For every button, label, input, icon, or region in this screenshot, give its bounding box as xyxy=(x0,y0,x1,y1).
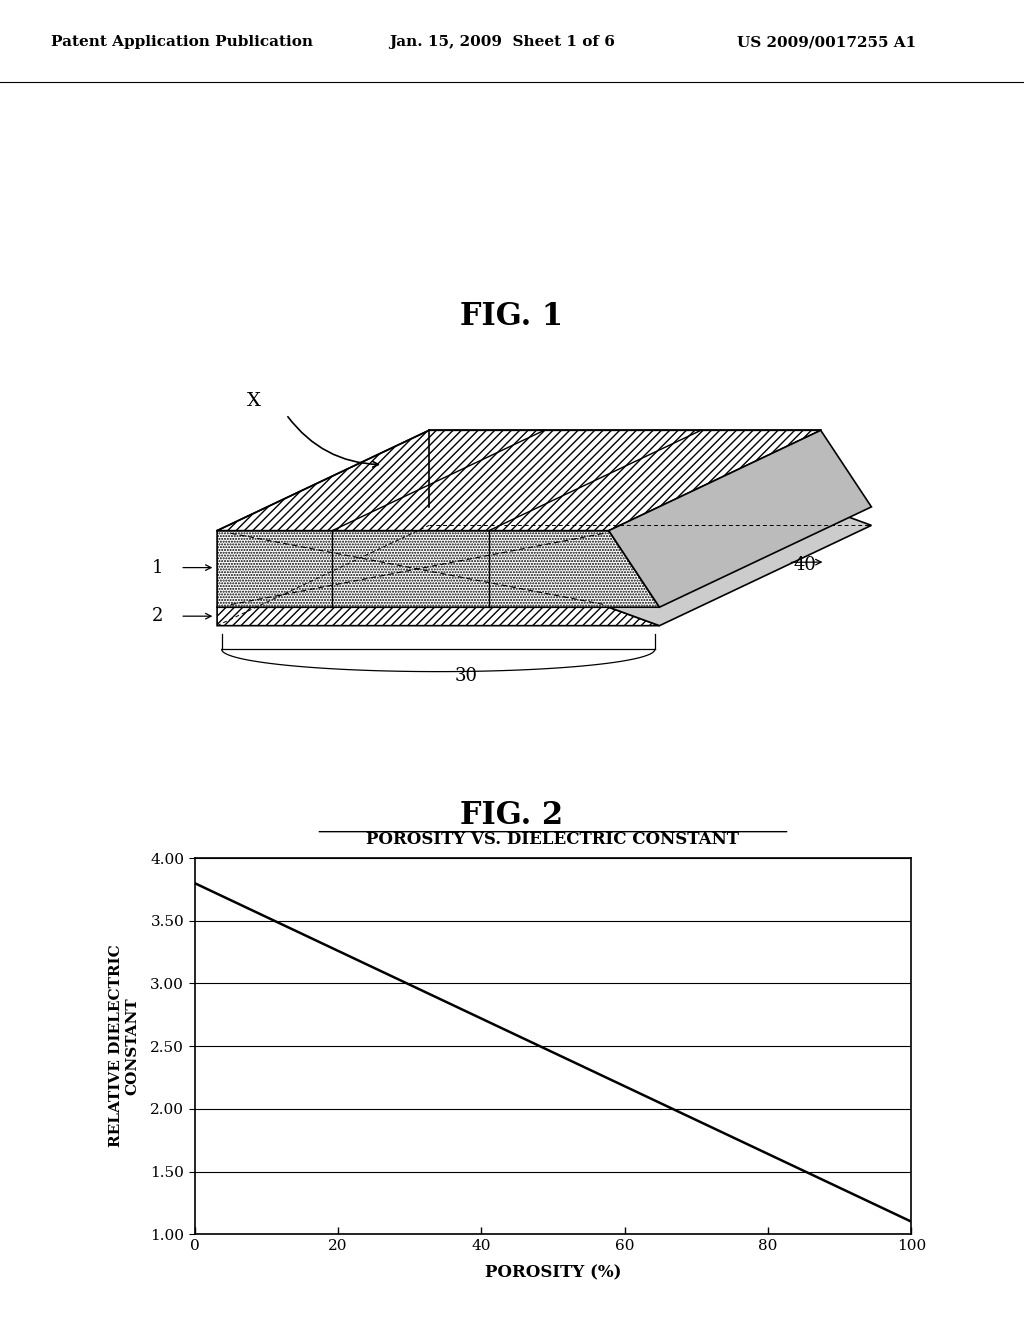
X-axis label: POROSITY (%): POROSITY (%) xyxy=(484,1265,622,1282)
Polygon shape xyxy=(217,531,659,607)
Polygon shape xyxy=(217,607,659,626)
Text: FIG. 1: FIG. 1 xyxy=(461,301,563,333)
Polygon shape xyxy=(217,507,821,607)
Polygon shape xyxy=(217,430,821,531)
Text: Jan. 15, 2009  Sheet 1 of 6: Jan. 15, 2009 Sheet 1 of 6 xyxy=(389,36,615,49)
Polygon shape xyxy=(609,507,871,626)
Text: 30: 30 xyxy=(455,667,477,685)
Title: POROSITY VS. DIELECTRIC CONSTANT: POROSITY VS. DIELECTRIC CONSTANT xyxy=(367,832,739,849)
Text: Patent Application Publication: Patent Application Publication xyxy=(51,36,313,49)
Text: 1: 1 xyxy=(152,558,163,577)
Text: 40: 40 xyxy=(794,556,816,574)
Polygon shape xyxy=(609,430,871,607)
Y-axis label: RELATIVE DIELECTRIC
CONSTANT: RELATIVE DIELECTRIC CONSTANT xyxy=(109,945,139,1147)
Text: X: X xyxy=(247,392,261,411)
Text: FIG. 2: FIG. 2 xyxy=(461,800,563,830)
Text: 2: 2 xyxy=(152,607,163,626)
Text: US 2009/0017255 A1: US 2009/0017255 A1 xyxy=(737,36,916,49)
